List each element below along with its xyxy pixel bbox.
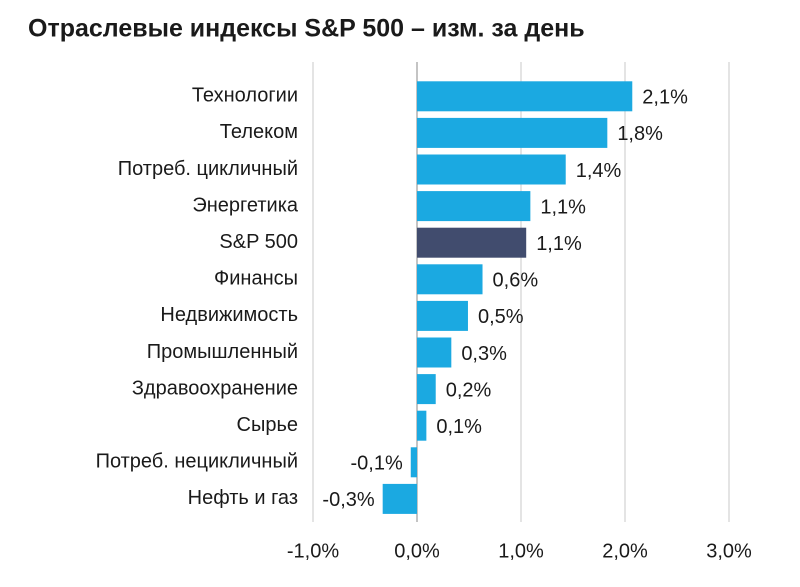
x-tick-label: -1,0%: [287, 540, 339, 562]
bar: [417, 81, 633, 112]
category-label: Потреб. нецикличный: [96, 451, 298, 473]
value-label: -0,1%: [351, 453, 403, 475]
bar: [417, 191, 531, 222]
category-label: Телеком: [220, 121, 298, 143]
bar: [410, 447, 417, 478]
value-label: 1,8%: [617, 123, 663, 145]
bar: [417, 374, 436, 405]
bar: [417, 300, 468, 331]
bar: [417, 227, 527, 258]
value-label: 0,6%: [493, 270, 539, 292]
category-label: Сырье: [237, 414, 298, 436]
bar: [382, 483, 417, 514]
value-label: 0,3%: [461, 343, 507, 365]
category-label: Недвижимость: [160, 304, 298, 326]
value-label: 0,2%: [446, 379, 492, 401]
chart-title: Отраслевые индексы S&P 500 – изм. за ден…: [28, 15, 585, 43]
category-label: Здравоохранение: [132, 377, 298, 399]
value-label: 1,1%: [540, 196, 586, 218]
value-label: 0,1%: [436, 416, 482, 438]
value-label: 2,1%: [642, 87, 688, 109]
category-label: Энергетика: [192, 194, 299, 216]
x-tick-label: 2,0%: [602, 540, 648, 562]
bar: [417, 410, 427, 441]
value-label: 1,4%: [576, 160, 622, 182]
category-label: Финансы: [214, 268, 298, 290]
category-label: Промышленный: [147, 341, 298, 363]
x-tick-label: 3,0%: [706, 540, 752, 562]
category-label: S&P 500: [219, 231, 298, 253]
bar: [417, 337, 452, 368]
bar: [417, 264, 483, 295]
value-label: 1,1%: [536, 233, 582, 255]
value-label: -0,3%: [322, 489, 374, 511]
bar: [417, 154, 566, 185]
value-label: 0,5%: [478, 306, 524, 328]
bar: [417, 117, 608, 148]
x-tick-label: 1,0%: [498, 540, 544, 562]
category-label: Нефть и газ: [188, 487, 298, 509]
category-label: Технологии: [192, 85, 298, 107]
category-label: Потреб. цикличный: [118, 158, 298, 180]
x-tick-label: 0,0%: [394, 540, 440, 562]
